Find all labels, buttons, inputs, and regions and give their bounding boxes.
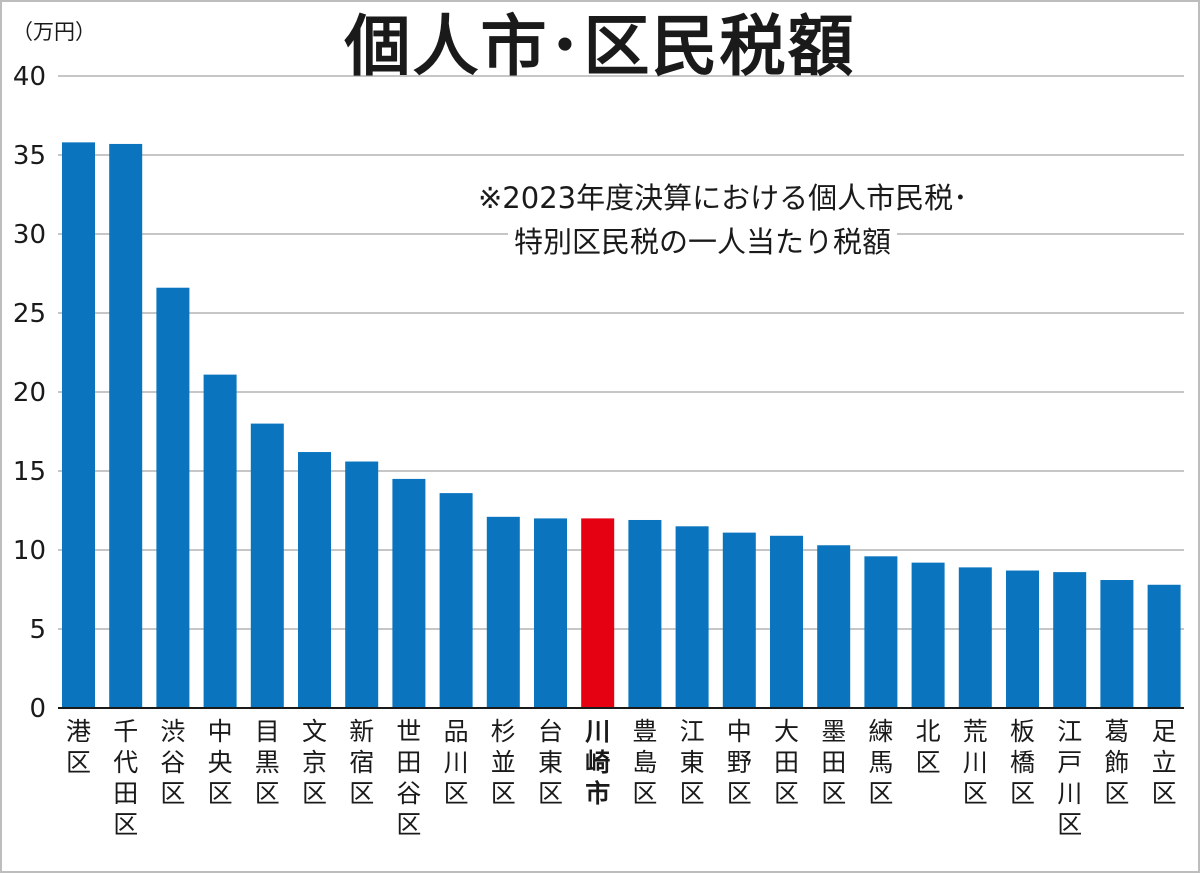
x-tick-label: 目黒区 <box>255 717 280 808</box>
x-tick-label: 渋谷区 <box>160 717 185 808</box>
x-tick-label: 葛飾区 <box>1104 717 1129 808</box>
bar-港区 <box>62 142 95 709</box>
x-tick-label: 杉並区 <box>491 717 516 808</box>
chart-note-line2: 特別区民税の一人当たり税額 <box>508 222 898 262</box>
y-axis-unit-label: （万円） <box>12 20 96 44</box>
bar-板橋区 <box>1006 570 1039 708</box>
bar-中野区 <box>722 532 756 708</box>
bar-品川区 <box>439 493 473 708</box>
bar-練馬区 <box>864 556 898 708</box>
chart-note-line1: ※2023年度決算における個人市民税･ <box>472 178 974 218</box>
x-tick-label: 江戸川区 <box>1057 717 1082 839</box>
x-tick-label: 板橋区 <box>1010 717 1035 808</box>
x-tick-label: 川崎市 <box>585 717 610 808</box>
bar-杉並区 <box>486 516 520 708</box>
x-tick-label: 新宿区 <box>349 717 374 808</box>
bar-豊島区 <box>628 519 662 708</box>
x-axis-labels: 港区千代田区渋谷区中央区目黒区文京区新宿区世田谷区品川区杉並区台東区川崎市豊島区… <box>66 717 1177 839</box>
y-tick-label-30: 30 <box>13 220 46 250</box>
chart-title: 個人市･区民税額 <box>344 8 856 85</box>
bar-大田区 <box>770 535 803 708</box>
x-tick-label: 世田谷区 <box>396 717 421 839</box>
x-tick-label: 練馬区 <box>868 717 893 808</box>
x-tick-label: 港区 <box>66 717 91 777</box>
y-tick-label-25: 25 <box>13 299 46 329</box>
bar-川崎市 <box>581 518 615 708</box>
x-tick-label: 千代田区 <box>113 717 138 839</box>
bar-渋谷区 <box>156 287 190 708</box>
y-tick-label-20: 20 <box>13 378 46 408</box>
bar-江戸川区 <box>1053 572 1087 708</box>
bar-文京区 <box>298 452 331 708</box>
x-tick-label: 中央区 <box>208 717 233 808</box>
bar-葛飾区 <box>1100 580 1134 708</box>
x-tick-label: 大田区 <box>774 717 799 808</box>
y-tick-label-5: 5 <box>29 615 46 645</box>
bars <box>62 142 1181 709</box>
bar-足立区 <box>1147 584 1181 708</box>
bar-世田谷区 <box>392 478 426 708</box>
y-axis-ticks: 0 5 10 15 20 25 30 35 40 <box>13 62 46 724</box>
bar-墨田区 <box>817 545 851 708</box>
y-tick-label-35: 35 <box>13 141 46 171</box>
x-tick-label: 江東区 <box>680 717 705 808</box>
y-tick-label-40: 40 <box>13 62 46 92</box>
bar-新宿区 <box>345 461 379 708</box>
x-tick-label: 品川区 <box>444 717 469 808</box>
x-tick-label: 台東区 <box>538 717 563 808</box>
bar-千代田区 <box>109 143 143 708</box>
x-tick-label: 墨田区 <box>821 717 846 808</box>
x-tick-label: 豊島区 <box>632 717 657 808</box>
bar-荒川区 <box>958 567 992 708</box>
y-tick-label-0: 0 <box>29 694 46 724</box>
x-tick-label: 中野区 <box>727 717 752 808</box>
bar-台東区 <box>534 518 567 708</box>
y-tick-label-10: 10 <box>13 536 46 566</box>
x-tick-label: 荒川区 <box>963 717 988 808</box>
x-tick-label: 足立区 <box>1152 717 1177 808</box>
bar-目黒区 <box>250 423 284 708</box>
bar-江東区 <box>675 526 709 708</box>
bar-北区 <box>911 562 945 708</box>
bar-中央区 <box>203 374 237 708</box>
y-tick-label-15: 15 <box>13 457 46 487</box>
x-tick-label: 文京区 <box>302 717 327 808</box>
x-tick-label: 北区 <box>916 717 941 777</box>
